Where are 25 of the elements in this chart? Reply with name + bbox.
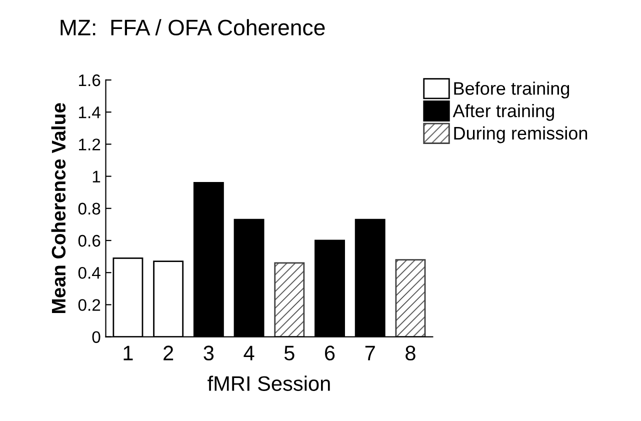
legend-label: Before training xyxy=(454,82,570,98)
x-tick-label: 8 xyxy=(406,346,416,360)
bar xyxy=(395,259,426,337)
y-tick-label: 0.2 xyxy=(78,299,100,311)
y-tick-label: 1.2 xyxy=(79,138,100,150)
y-tick-label: 1.6 xyxy=(79,74,100,86)
x-tick-label: 2 xyxy=(164,346,174,360)
legend-label: During remission xyxy=(454,126,588,144)
bar xyxy=(274,262,305,337)
y-tick-label: 1 xyxy=(92,170,100,182)
x-tick-label: 3 xyxy=(204,346,214,360)
y-axis-title: Mean Coherence Value xyxy=(51,103,66,313)
y-tick-label: 0.8 xyxy=(78,202,100,215)
y-tick-label: 0.4 xyxy=(78,267,100,279)
y-tick-label: 0 xyxy=(92,331,100,344)
x-tick-label: 5 xyxy=(284,346,294,360)
x-tick-label: 7 xyxy=(365,346,375,360)
x-tick-label: 6 xyxy=(325,346,335,360)
x-tick-label: 4 xyxy=(244,346,254,360)
y-tick-label: 1.4 xyxy=(79,106,100,118)
x-axis-title: fMRI Session xyxy=(208,376,330,391)
x-tick-label: 1 xyxy=(124,346,133,360)
chart-title: MZ: FFA / OFA Coherence xyxy=(60,19,325,36)
y-tick-label: 0.6 xyxy=(78,234,100,247)
legend-label: After training xyxy=(452,104,554,121)
